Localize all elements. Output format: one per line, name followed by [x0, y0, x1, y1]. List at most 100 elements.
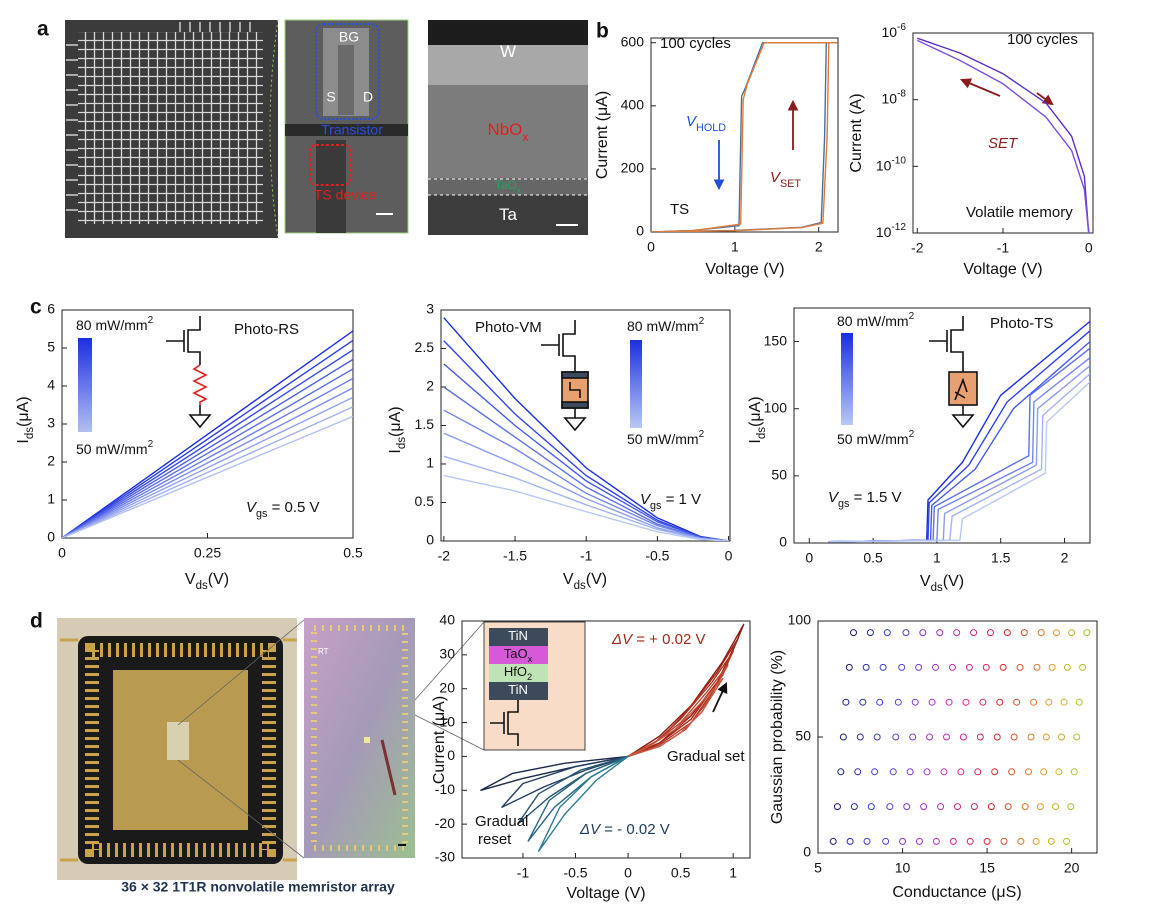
x-tick-label: -0.5: [563, 865, 587, 881]
annotation: Gradual: [475, 813, 528, 830]
point: [1003, 629, 1011, 637]
x-tick-label: 0: [647, 239, 655, 255]
arrows: [712, 78, 1054, 713]
point: [863, 837, 871, 845]
chip-photo: [57, 618, 297, 880]
colorbar-label-part: 2: [148, 315, 154, 326]
x-tick-label: -2: [911, 240, 924, 256]
zoom-label: Transistor: [321, 122, 383, 138]
zoom-label: S: [326, 89, 335, 105]
tem-layer-label-part: Ta: [499, 205, 518, 224]
point: [829, 837, 837, 845]
point: [1063, 837, 1071, 845]
annotation-part: V: [828, 489, 840, 506]
x-tick-label: 1.5: [991, 550, 1011, 566]
point: [842, 698, 850, 706]
colorbar: [630, 340, 642, 428]
x-tick-label: 5: [814, 860, 822, 876]
point: [1032, 837, 1040, 845]
annotation-part: V: [686, 113, 698, 130]
y-tick-label: 400: [621, 97, 645, 113]
y-tick-label: 10-10: [876, 155, 907, 173]
colorbar-label: 50 mW/mm2: [627, 429, 705, 447]
y-tick-label: 20: [439, 679, 455, 695]
x-tick-label: 1: [731, 239, 739, 255]
point: [833, 803, 841, 811]
point: [991, 768, 999, 776]
colorbar-label: 50 mW/mm2: [837, 429, 915, 447]
series-line: [62, 406, 353, 538]
x-tick-label: 15: [979, 860, 995, 876]
point: [1008, 768, 1016, 776]
x-tick-label: 10: [895, 860, 911, 876]
series-line: [62, 349, 353, 538]
stack-layer-label: TiN: [508, 628, 528, 643]
y-axis-label-part: I: [747, 439, 764, 443]
point: [948, 663, 956, 671]
tem-layer-label-part: x: [517, 185, 522, 195]
annotation: Volatile memory: [966, 204, 1073, 221]
annotation-part: HOLD: [696, 122, 726, 134]
series-line: [651, 42, 838, 232]
y-tick-label: 10: [439, 713, 455, 729]
colorbar-label-part: 2: [909, 311, 915, 322]
y-tick-label-part: 10: [881, 24, 897, 40]
y-tick-label: 40: [439, 612, 455, 628]
point: [993, 733, 1001, 741]
point: [1020, 629, 1028, 637]
y-axis-label-part: (μA): [387, 406, 404, 437]
plot-frame: [461, 620, 751, 859]
series-line: [62, 377, 353, 538]
point: [1004, 803, 1012, 811]
zoom-image: [284, 19, 409, 234]
point: [957, 768, 965, 776]
stack-layer-label: TiN: [508, 682, 528, 697]
point: [889, 768, 897, 776]
point: [940, 768, 948, 776]
y-tick-label: 5: [47, 339, 55, 355]
x-tick-label: 20: [1064, 860, 1080, 876]
point: [1075, 698, 1083, 706]
point: [936, 629, 944, 637]
annotation-part: = 1.5 V: [849, 489, 901, 506]
y-tick-label: 0.5: [415, 493, 435, 509]
point: [1040, 768, 1048, 776]
series-line: [501, 755, 629, 808]
y-tick-label: 1: [47, 491, 55, 507]
y-axis-label: Current (μA): [594, 91, 611, 179]
series-group: [829, 629, 1091, 845]
annotation-part: gs: [256, 508, 268, 520]
x-tick-label: 0.5: [671, 865, 691, 881]
point: [1079, 663, 1087, 671]
point: [932, 837, 940, 845]
point: [1017, 837, 1025, 845]
series-line: [538, 755, 629, 852]
series-group: [828, 320, 1090, 543]
panel-label: b: [596, 20, 609, 43]
x-axis-label: Voltage (V): [963, 261, 1042, 278]
point: [970, 803, 978, 811]
annotation-part: V: [770, 169, 782, 186]
colorbar-label-part: 80 mW/mm: [627, 318, 699, 334]
y-tick-label: -30: [435, 849, 455, 865]
annotation-part: = - 0.02 V: [600, 821, 670, 838]
x-tick-label: -1: [517, 865, 530, 881]
y-tick-label: 50: [795, 728, 811, 744]
panel-label: d: [30, 610, 43, 633]
point: [919, 629, 927, 637]
point: [906, 768, 914, 776]
y-axis-label: Ids(μA): [15, 396, 36, 443]
y-axis-label-part: (μA): [747, 396, 764, 427]
device-inset: [483, 621, 586, 751]
y-axis-label: Ids(μA): [747, 396, 768, 443]
point: [959, 733, 967, 741]
point: [902, 629, 910, 637]
x-tick-label: -1: [997, 240, 1010, 256]
point: [1036, 803, 1044, 811]
point: [966, 837, 974, 845]
y-tick-label: 30: [439, 646, 455, 662]
annotation: Vgs = 0.5 V: [246, 499, 320, 520]
annotation: 100 cycles: [1007, 31, 1078, 48]
y-tick-label: 10-12: [876, 222, 907, 240]
point: [1048, 663, 1056, 671]
